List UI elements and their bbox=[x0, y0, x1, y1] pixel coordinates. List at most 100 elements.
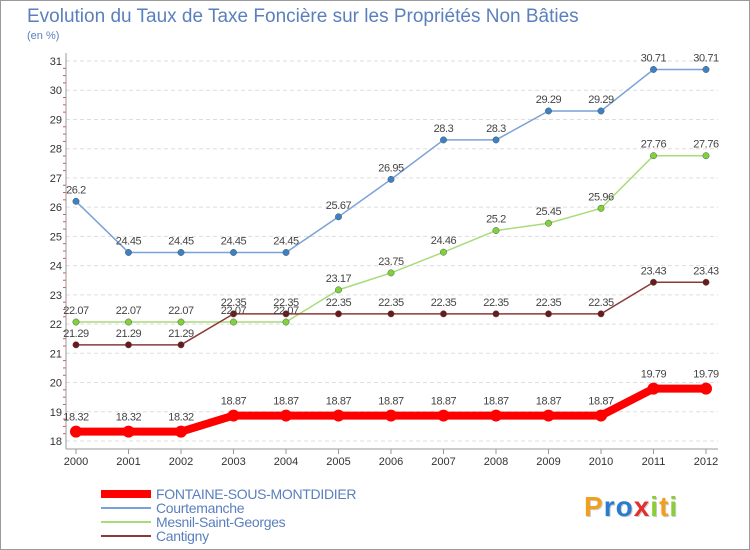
data-point bbox=[230, 318, 237, 326]
legend-swatch bbox=[101, 507, 151, 509]
logo-letter: i bbox=[669, 491, 679, 522]
data-label: 29.29 bbox=[588, 94, 614, 106]
data-label: 24.45 bbox=[116, 235, 142, 247]
data-label: 22.07 bbox=[63, 305, 89, 317]
legend-swatch bbox=[101, 521, 151, 523]
data-point bbox=[545, 310, 552, 318]
data-point bbox=[595, 409, 607, 422]
data-point bbox=[282, 249, 290, 256]
data-label: 30.71 bbox=[641, 52, 667, 64]
legend-label: FONTAINE-SOUS-MONTDIDIER bbox=[156, 486, 357, 502]
legend-swatch bbox=[101, 535, 151, 537]
logo-letter: r bbox=[603, 491, 616, 522]
legend-item: Cantigny bbox=[101, 529, 421, 543]
chart-title: Evolution du Taux de Taxe Foncière sur l… bbox=[27, 6, 579, 27]
data-label: 22.35 bbox=[378, 297, 404, 309]
data-point bbox=[335, 310, 342, 318]
y-tick-label: 31 bbox=[50, 56, 62, 68]
data-label: 19.79 bbox=[693, 369, 719, 381]
data-point bbox=[492, 136, 500, 144]
logo-letter: i bbox=[650, 491, 660, 522]
y-tick-label: 24 bbox=[50, 261, 62, 273]
y-tick-label: 20 bbox=[50, 378, 62, 390]
logo-letter: o bbox=[615, 491, 634, 522]
data-point bbox=[335, 213, 342, 221]
data-label: 21.29 bbox=[116, 328, 142, 340]
data-point bbox=[70, 425, 82, 438]
data-point bbox=[125, 249, 132, 256]
data-point bbox=[542, 409, 555, 422]
legend-label: Cantigny bbox=[156, 528, 209, 544]
y-tick-label: 27 bbox=[50, 173, 62, 185]
data-label: 25.2 bbox=[486, 214, 506, 226]
x-tick-label: 2003 bbox=[221, 456, 245, 468]
data-point bbox=[385, 409, 397, 422]
data-label: 18.32 bbox=[63, 412, 89, 424]
x-tick-label: 2002 bbox=[169, 456, 193, 468]
data-label: 23.43 bbox=[641, 265, 667, 277]
data-point bbox=[437, 409, 450, 422]
data-point bbox=[492, 310, 500, 318]
y-tick-label: 19 bbox=[50, 407, 62, 419]
data-point bbox=[440, 310, 447, 318]
data-label: 18.87 bbox=[536, 396, 562, 408]
x-tick-label: 2000 bbox=[64, 456, 88, 468]
data-point bbox=[332, 409, 345, 422]
data-label: 24.45 bbox=[273, 235, 299, 247]
data-point bbox=[647, 382, 660, 395]
data-point bbox=[702, 66, 710, 73]
data-label: 22.35 bbox=[273, 297, 299, 309]
legend-label: Mesnil-Saint-Georges bbox=[156, 514, 286, 530]
data-label: 18.32 bbox=[168, 412, 194, 424]
data-point bbox=[387, 310, 395, 318]
data-label: 30.71 bbox=[693, 52, 719, 64]
data-label: 21.29 bbox=[63, 328, 89, 340]
data-label: 27.76 bbox=[693, 139, 719, 151]
x-tick-label: 2001 bbox=[116, 456, 140, 468]
data-point bbox=[650, 66, 657, 73]
data-point bbox=[490, 409, 502, 422]
data-point bbox=[597, 310, 605, 318]
data-label: 22.07 bbox=[273, 305, 299, 317]
data-point bbox=[72, 197, 80, 205]
logo-letter: P bbox=[584, 491, 604, 522]
legend-item: Courtemanche bbox=[101, 501, 421, 515]
data-label: 18.87 bbox=[588, 396, 614, 408]
y-tick-label: 29 bbox=[50, 114, 62, 126]
data-point bbox=[492, 227, 500, 234]
legend-item: FONTAINE-SOUS-MONTDIDIER bbox=[101, 487, 421, 501]
data-point bbox=[545, 107, 552, 115]
data-point bbox=[597, 204, 605, 212]
data-point bbox=[335, 286, 342, 294]
y-tick-label: 18 bbox=[50, 436, 62, 448]
data-point bbox=[175, 425, 187, 438]
data-label: 26.2 bbox=[66, 184, 86, 196]
data-point bbox=[177, 341, 185, 349]
data-point bbox=[440, 248, 447, 256]
data-label: 27.76 bbox=[641, 139, 667, 151]
y-axis-label: (en %) bbox=[27, 30, 60, 42]
data-point bbox=[230, 310, 237, 318]
data-point bbox=[440, 136, 447, 144]
data-point bbox=[702, 152, 710, 160]
logo-letter: t bbox=[659, 491, 670, 522]
data-label: 22.35 bbox=[326, 297, 352, 309]
data-label: 22.07 bbox=[221, 305, 247, 317]
logo-letter: x bbox=[633, 491, 651, 522]
data-label: 29.29 bbox=[536, 94, 562, 106]
data-label: 22.35 bbox=[588, 297, 614, 309]
y-tick-label: 23 bbox=[50, 290, 62, 302]
data-label: 25.96 bbox=[588, 191, 614, 203]
x-tick-label: 2004 bbox=[274, 456, 298, 468]
x-tick-label: 2008 bbox=[484, 456, 508, 468]
data-label: 19.79 bbox=[641, 369, 667, 381]
x-tick-label: 2005 bbox=[326, 456, 350, 468]
data-point bbox=[545, 219, 552, 227]
legend-item: Mesnil-Saint-Georges bbox=[101, 515, 421, 529]
line-chart: 18 19 20 21 22 23 24 25 26 27 28 29 30 31 2000 2001 2002… bbox=[50, 52, 720, 468]
data-point bbox=[72, 341, 80, 349]
data-label: 22.35 bbox=[536, 297, 562, 309]
data-point bbox=[387, 269, 395, 277]
y-tick-label: 30 bbox=[50, 85, 62, 97]
